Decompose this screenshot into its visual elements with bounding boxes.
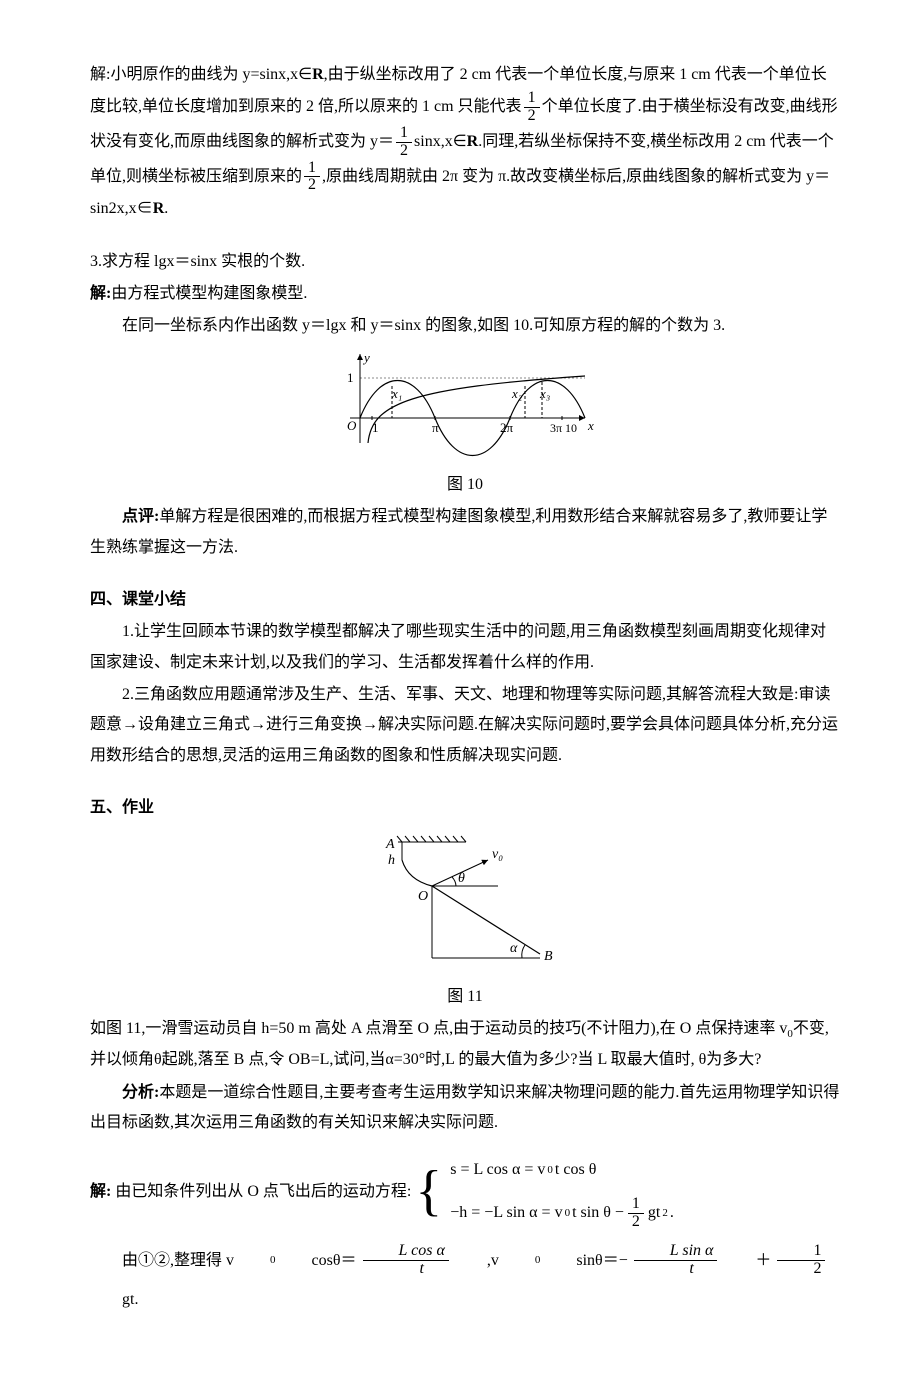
question-3-title: 3.求方程 lgx＝sinx 实根的个数. <box>90 247 840 277</box>
svg-text:x: x <box>587 418 594 433</box>
set-R: R <box>312 66 324 83</box>
svg-text:B: B <box>544 949 553 964</box>
svg-text:x₁: x₁ <box>391 386 402 401</box>
svg-text:π: π <box>432 420 439 435</box>
svg-text:O: O <box>347 418 357 433</box>
label-solution: 解: <box>90 1174 111 1209</box>
paragraph-solution-1: 解:小明原作的曲线为 y=sinx,x∈R,由于纵坐标改用了 2 cm 代表一个… <box>90 60 840 225</box>
figure-10-label: 图 10 <box>90 470 840 500</box>
figure-11-label: 图 11 <box>90 982 840 1012</box>
brace-icon: { <box>415 1163 442 1219</box>
text: s = L cos α = v <box>450 1152 545 1187</box>
text: . <box>670 1195 674 1230</box>
section-5-derived-eq: 由①②,整理得 v0cosθ＝ L cos αt ,v0sinθ＝− L sin… <box>90 1243 840 1317</box>
svg-text:h: h <box>388 853 395 868</box>
text: 本题是一道综合性题目,主要考查考生运用数学知识来解决物理问题的能力.首先运用物理… <box>90 1084 839 1131</box>
sup: 2 <box>662 1201 668 1225</box>
svg-text:y: y <box>362 350 370 365</box>
sub: 0 <box>547 1158 553 1182</box>
sub: 0 <box>238 1248 276 1272</box>
question-3-solution-1: 解:由方程式模型构建图象模型. <box>90 279 840 309</box>
svg-text:1: 1 <box>372 420 379 435</box>
fraction: 12 <box>396 125 412 160</box>
fraction: L cos αt <box>363 1243 449 1278</box>
text: 由①②,整理得 v <box>90 1243 234 1278</box>
figure-11: A h O v₀ θ α B <box>370 830 560 980</box>
section-5-solution-intro: 解:由已知条件列出从 O 点飞出后的运动方程: { s = L cos α = … <box>90 1152 840 1230</box>
fraction: 12 <box>628 1196 644 1231</box>
section-4-p2: 2.三角函数应用题通常涉及生产、生活、军事、天文、地理和物理等实际问题,其解答流… <box>90 680 840 771</box>
label-analysis: 分析: <box>122 1084 159 1101</box>
section-4-p1: 1.让学生回顾本节课的数学模型都解决了哪些现实生活中的问题,用三角函数模型刻画周… <box>90 617 840 678</box>
svg-text:1: 1 <box>347 370 354 385</box>
label-comment: 点评: <box>122 508 159 525</box>
equation-cases: s = L cos α = v0t cos θ −h = −L sin α = … <box>450 1152 674 1230</box>
sub: 0 <box>503 1248 541 1272</box>
text: 如图 11,一滑雪运动员自 h=50 m 高处 A 点滑至 O 点,由于运动员的… <box>90 1020 787 1037</box>
text: 由已知条件列出从 O 点飞出后的运动方程: <box>115 1174 411 1209</box>
text: cosθ＝ <box>280 1243 357 1278</box>
section-5-problem: 如图 11,一滑雪运动员自 h=50 m 高处 A 点滑至 O 点,由于运动员的… <box>90 1014 840 1075</box>
svg-text:3π 10: 3π 10 <box>550 421 577 435</box>
case-2: −h = −L sin α = v0t sin θ − 12 gt2. <box>450 1195 674 1230</box>
fraction: 12 <box>777 1243 825 1278</box>
text: 解:小明原作的曲线为 y=sinx,x∈ <box>90 66 312 83</box>
text: ＋ <box>723 1243 771 1278</box>
text: 由方程式模型构建图象模型. <box>111 285 307 302</box>
section-5-heading: 五、作业 <box>90 793 840 823</box>
set-R: R <box>467 133 479 150</box>
text: sinx,x∈ <box>414 133 467 150</box>
question-3-comment: 点评:单解方程是很困难的,而根据方程式模型构建图象模型,利用数形结合来解就容易多… <box>90 502 840 563</box>
section-4-heading: 四、课堂小结 <box>90 585 840 615</box>
svg-text:x₂: x₂ <box>511 386 523 401</box>
svg-text:v₀: v₀ <box>492 847 503 862</box>
sub: 0 <box>565 1201 571 1225</box>
fraction: 12 <box>524 90 540 125</box>
section-5-analysis: 分析:本题是一道综合性题目,主要考查考生运用数学知识来解决物理问题的能力.首先运… <box>90 1078 840 1139</box>
svg-text:2π: 2π <box>500 420 514 435</box>
text: gt. <box>90 1282 138 1317</box>
set-R: R <box>153 200 165 217</box>
question-3-solution-2: 在同一坐标系内作出函数 y＝lgx 和 y＝sinx 的图象,如图 10.可知原… <box>90 311 840 341</box>
svg-text:x₃: x₃ <box>539 386 550 401</box>
svg-text:α: α <box>510 941 518 956</box>
text: ,v <box>455 1243 499 1278</box>
text: . <box>164 200 168 217</box>
svg-text:θ: θ <box>458 871 465 886</box>
fraction: L sin αt <box>634 1243 718 1278</box>
text: gt <box>648 1195 660 1230</box>
text: t sin θ − <box>572 1195 624 1230</box>
figure-10: y 1 O 1 π 2π 3π 10 x x₁ x₂ x₃ <box>330 348 600 468</box>
svg-text:A: A <box>385 837 395 852</box>
text: 单解方程是很困难的,而根据方程式模型构建图象模型,利用数形结合来解就容易多了,教… <box>90 508 827 555</box>
text: sinθ＝− <box>544 1243 627 1278</box>
case-1: s = L cos α = v0t cos θ <box>450 1152 674 1187</box>
text: −h = −L sin α = v <box>450 1195 562 1230</box>
label-solution: 解: <box>90 285 111 302</box>
fraction: 12 <box>304 160 320 195</box>
svg-text:O: O <box>418 889 428 904</box>
text: t cos θ <box>555 1152 596 1187</box>
